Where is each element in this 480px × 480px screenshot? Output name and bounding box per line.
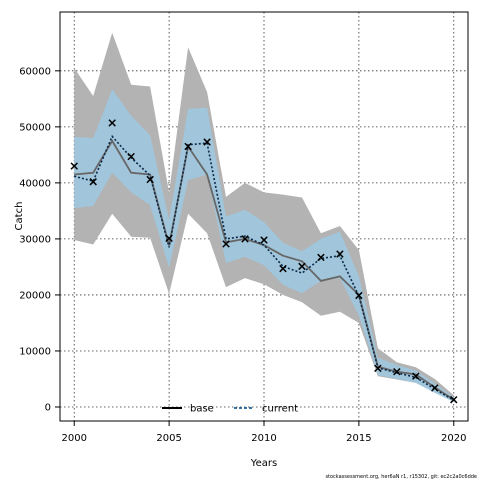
observed-point: [279, 264, 287, 273]
legend: base current: [162, 404, 298, 415]
observed-point: [317, 253, 325, 262]
y-tick-label: 0: [45, 402, 51, 413]
x-tick-label: 2010: [251, 433, 276, 444]
observed-point: [241, 235, 249, 243]
y-tick-label: 20000: [19, 290, 51, 301]
legend-label: base: [190, 404, 214, 415]
observed-point: [431, 384, 439, 392]
y-tick-label: 50000: [19, 122, 51, 133]
observed-point: [146, 175, 154, 184]
observed-point: [355, 291, 363, 300]
axes: 2000 2005 2010 2015 2020 0 10000 20000 30000 4000…: [19, 11, 469, 444]
footnote: stockassessment.org, her6aN r1, r15302, …: [325, 474, 477, 480]
observed-point: [336, 250, 344, 258]
observed-point: [393, 367, 401, 376]
observed-point: [222, 240, 230, 248]
legend-label: current: [262, 404, 298, 415]
legend-item-current: current: [234, 404, 298, 415]
observed-point: [70, 162, 78, 170]
observed-point: [89, 178, 97, 186]
x-tick-label: 2015: [346, 433, 371, 444]
observed-point: [412, 372, 420, 380]
x-tick-label: 2020: [441, 433, 466, 444]
observed-point: [108, 119, 116, 127]
y-tick-label: 40000: [19, 178, 51, 189]
observed-point: [203, 138, 211, 146]
observed-point: [127, 152, 135, 161]
current-line: [73, 134, 455, 401]
base-line: [74, 139, 455, 401]
x-axis-title: Years: [250, 458, 277, 469]
y-tick-label: 60000: [19, 66, 51, 77]
observed-points: [70, 119, 458, 404]
y-tick-label: 10000: [19, 346, 51, 357]
legend-item-base: base: [162, 404, 214, 415]
observed-point: [260, 236, 268, 244]
y-axis-title: Catch: [14, 202, 25, 231]
x-tick-label: 2005: [156, 433, 181, 444]
observed-point: [450, 395, 458, 404]
x-tick-label: 2000: [62, 433, 87, 444]
y-tick-label: 30000: [19, 234, 51, 245]
observed-point: [374, 364, 382, 373]
observed-point: [298, 262, 306, 271]
observed-point: [184, 142, 192, 151]
series-lines: [73, 134, 455, 401]
observed-point: [165, 234, 173, 243]
